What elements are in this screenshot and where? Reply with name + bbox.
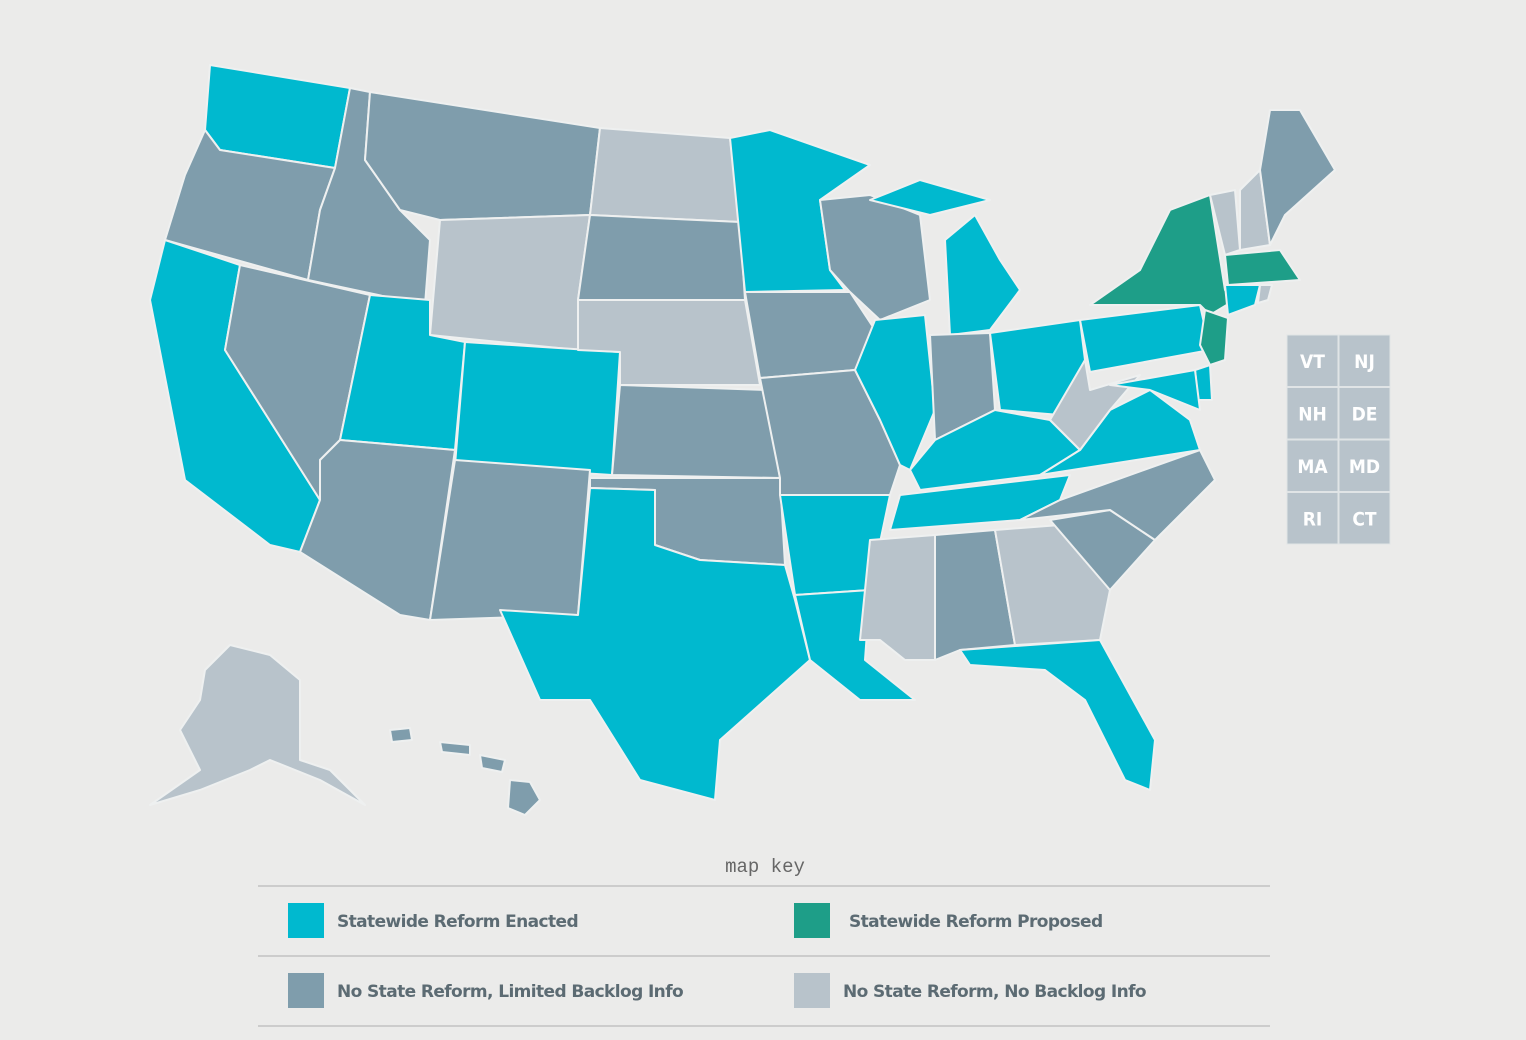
state xyxy=(859,534,936,661)
state xyxy=(869,179,991,216)
key-label: Statewide Reform Enacted xyxy=(337,912,578,932)
state xyxy=(389,727,413,743)
state xyxy=(577,214,746,301)
small-state-label: NH xyxy=(1298,404,1327,426)
small-state-cell xyxy=(1338,439,1391,492)
state xyxy=(854,314,936,471)
states xyxy=(149,64,1336,816)
state xyxy=(1224,249,1301,286)
small-state-label: RI xyxy=(1303,509,1323,531)
key-swatch xyxy=(794,903,830,938)
state xyxy=(1259,109,1336,246)
state xyxy=(1089,194,1236,316)
state xyxy=(1224,284,1261,316)
state xyxy=(611,384,781,479)
state xyxy=(299,439,456,621)
small-state-label: MD xyxy=(1349,456,1380,478)
state xyxy=(959,639,1156,791)
state xyxy=(439,741,471,756)
state xyxy=(1257,284,1273,304)
state xyxy=(499,487,811,801)
key-label: No State Reform, Limited Backlog Info xyxy=(337,982,683,1002)
state xyxy=(149,644,366,806)
small-state-cell xyxy=(1338,387,1391,440)
state xyxy=(479,754,506,773)
state xyxy=(744,291,876,379)
state xyxy=(1109,369,1201,411)
small-state-cell xyxy=(1338,492,1391,545)
state xyxy=(507,779,541,816)
small-state-grid: VT NJ NH DE MA MD RI CT xyxy=(1286,334,1391,545)
small-state-cell xyxy=(1286,334,1339,387)
state xyxy=(589,127,741,223)
small-state-cell xyxy=(1286,387,1339,440)
state xyxy=(1199,309,1229,366)
small-state-cell xyxy=(1286,492,1339,545)
map-key-title: map key xyxy=(725,856,805,878)
map-key: Statewide Reform Enacted Statewide Reform… xyxy=(288,903,1147,1008)
key-swatch xyxy=(288,903,324,938)
small-state-label: VT xyxy=(1300,351,1325,373)
key-swatch xyxy=(794,973,830,1008)
state xyxy=(944,214,1021,336)
small-state-cell xyxy=(1338,334,1391,387)
state xyxy=(1019,449,1216,541)
key-label: Statewide Reform Proposed xyxy=(849,912,1103,932)
state xyxy=(429,459,591,621)
state xyxy=(454,341,621,476)
small-state-label: MA xyxy=(1297,456,1328,478)
small-state-label: NJ xyxy=(1354,351,1375,373)
state xyxy=(364,91,601,221)
key-label: No State Reform, No Backlog Info xyxy=(843,982,1146,1002)
small-state-label: CT xyxy=(1352,509,1377,531)
state xyxy=(1079,304,1211,373)
small-state-label: DE xyxy=(1352,404,1378,426)
state xyxy=(429,214,591,351)
small-state-cell xyxy=(1286,439,1339,492)
key-swatch xyxy=(288,973,324,1008)
state xyxy=(1049,359,1141,451)
